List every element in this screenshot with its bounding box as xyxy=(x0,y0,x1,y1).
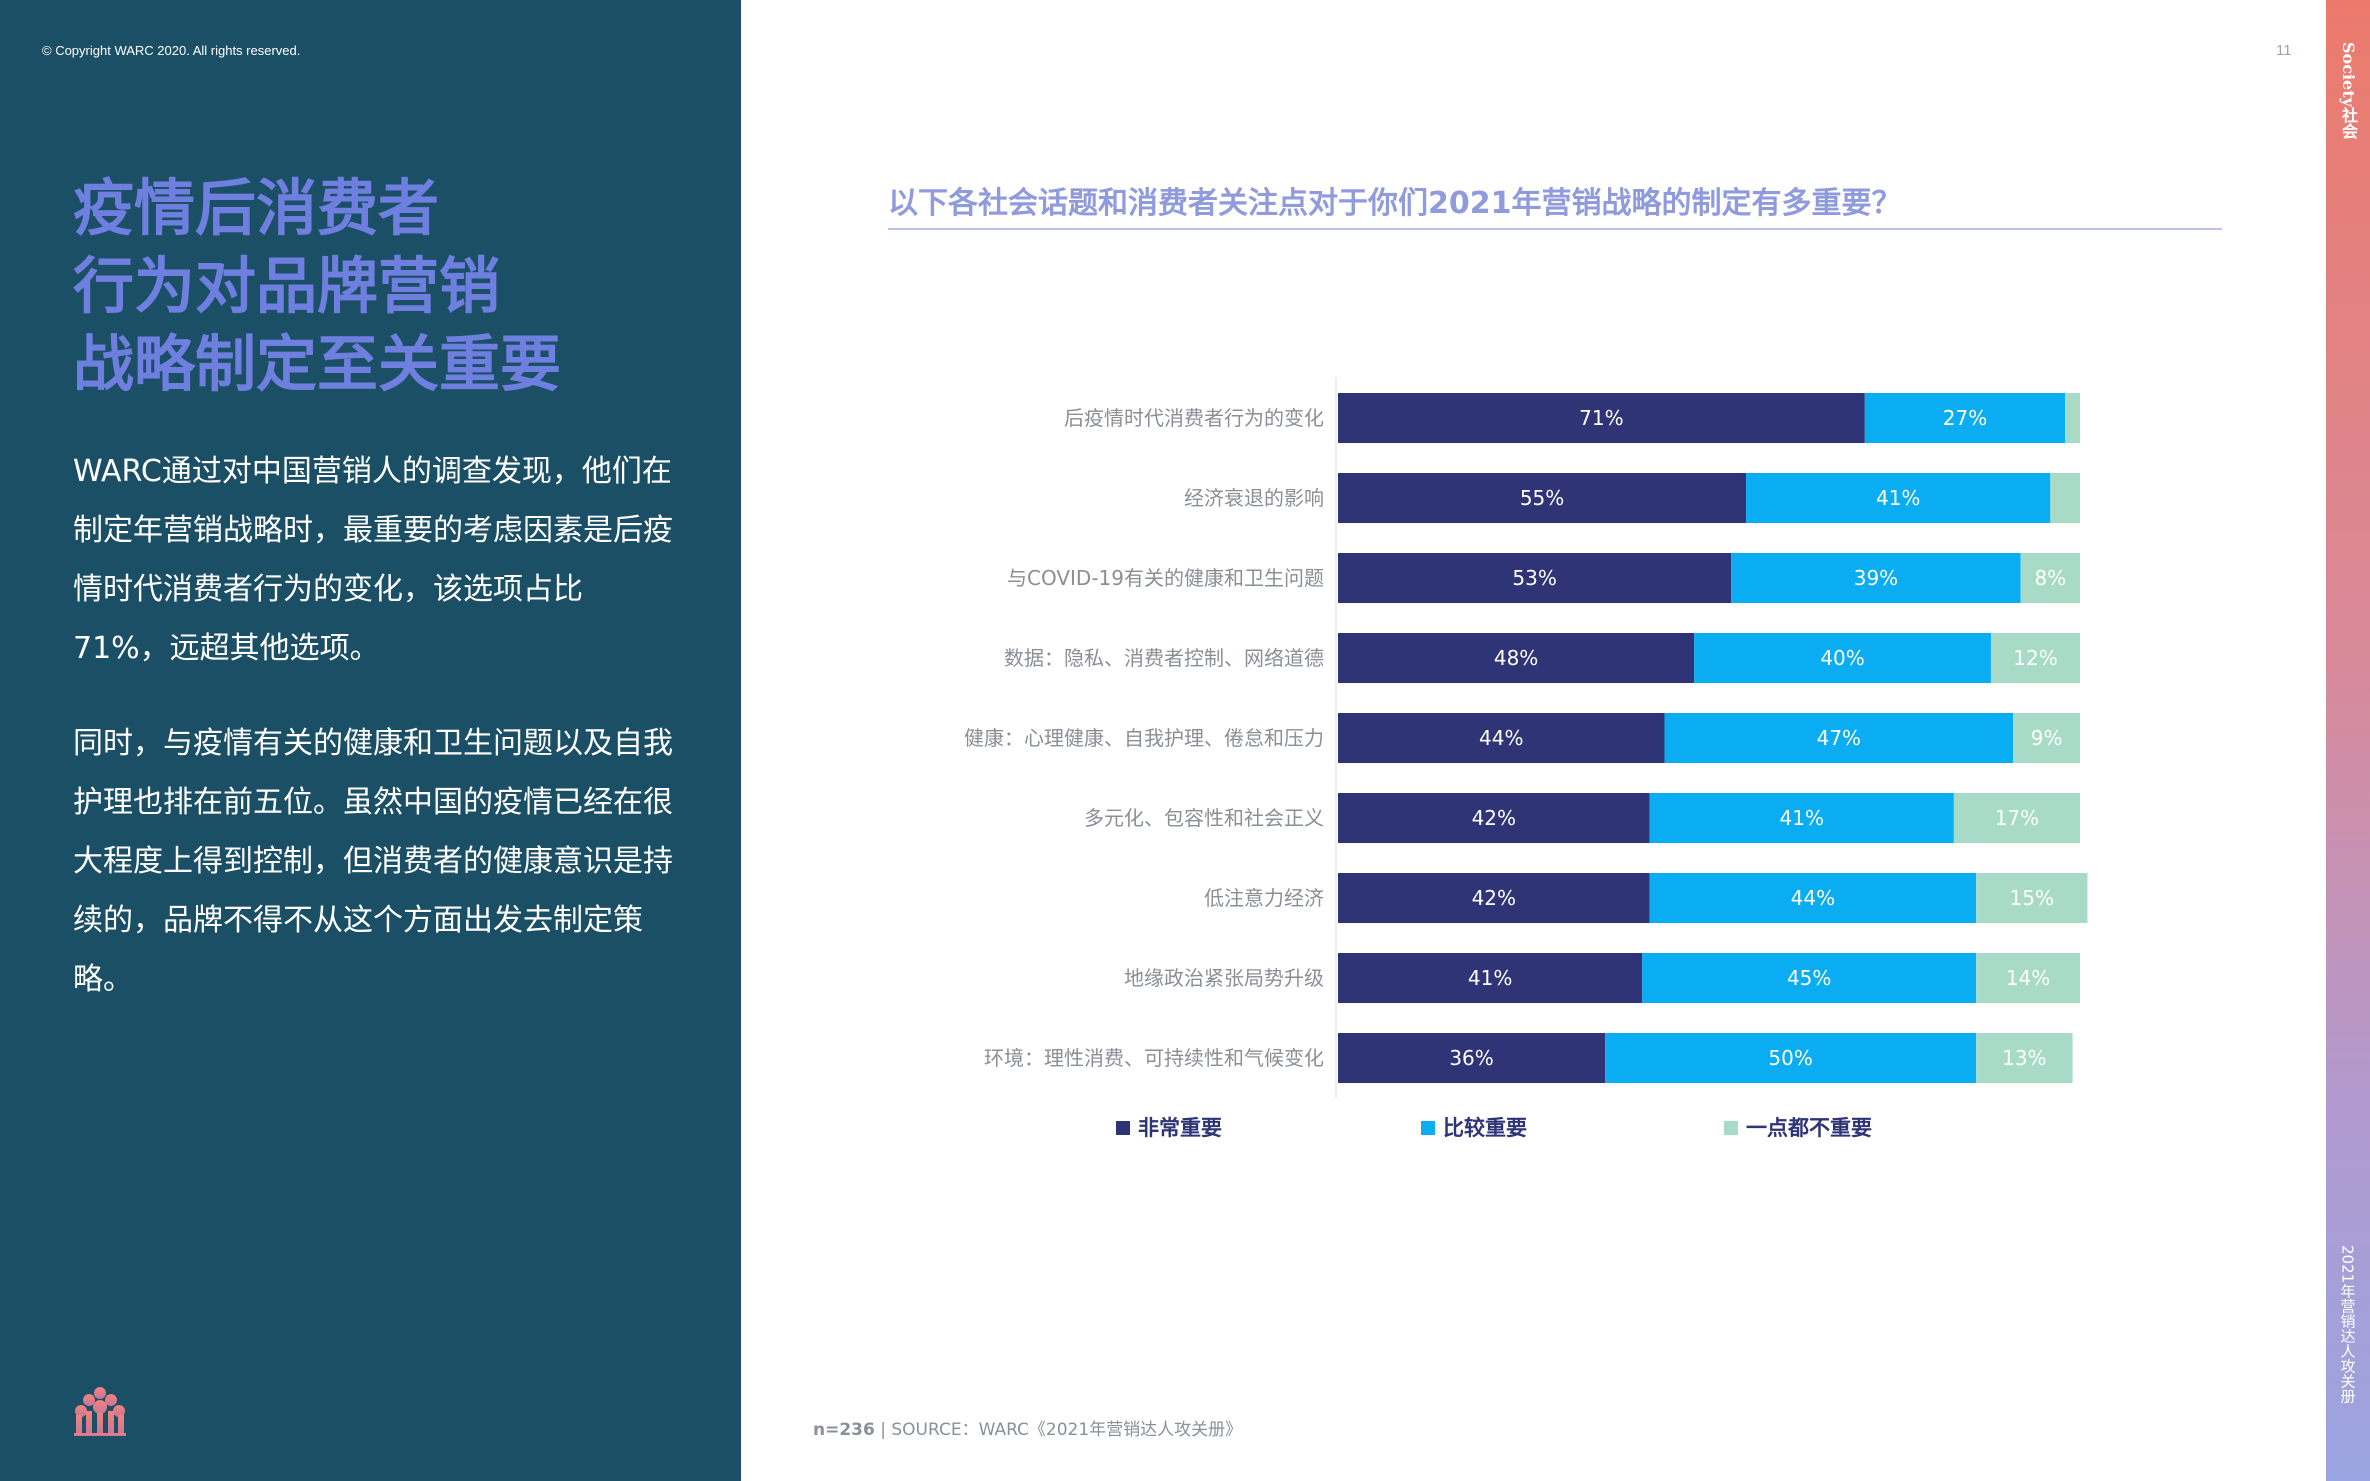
page-number: 11 xyxy=(2276,42,2292,59)
left-panel xyxy=(0,0,741,1481)
data-label: 39% xyxy=(1854,566,1898,590)
copyright-notice: © Copyright WARC 2020. All rights reserv… xyxy=(42,43,301,58)
data-label: 44% xyxy=(1479,726,1523,750)
data-label: 41% xyxy=(1780,806,1824,830)
data-label: 48% xyxy=(1494,646,1538,670)
bar-segment xyxy=(1338,633,1695,683)
bar-segment xyxy=(1338,393,1865,443)
bar-segment xyxy=(1976,873,2088,923)
source-footer: n=236 | SOURCE：WARC《2021年营销达人攻关册》 xyxy=(813,1415,1242,1440)
category-label: 数据：隐私、消费者控制、网络道德 xyxy=(1004,646,1324,670)
bar-segment xyxy=(1338,473,1747,523)
category-label: 与COVID-19有关的健康和卫生问题 xyxy=(1007,566,1324,590)
chart-title: 以下各社会话题和消费者关注点对于你们2021年营销战略的制定有多重要？ xyxy=(888,186,1902,221)
category-label: 地缘政治紧张局势升级 xyxy=(1124,966,1324,990)
bar-segment xyxy=(1746,473,2051,523)
data-label: 36% xyxy=(1449,1046,1493,1070)
headline: 疫情后消费者 行为对品牌营销 战略制定至关重要 xyxy=(73,170,713,404)
data-label: 15% xyxy=(2010,886,2054,910)
data-label: 71% xyxy=(1579,406,1623,430)
stacked-bar-chart: 后疫情时代消费者行为的变化 71% 27% 经济衰退的影响 55% 41% 与COVID-1… xyxy=(964,377,2088,1140)
bar-segment xyxy=(1605,1033,1977,1083)
bar-segment xyxy=(1731,553,2021,603)
side-bar xyxy=(2326,0,2370,1481)
category-label: 多元化、包容性和社会正义 xyxy=(1084,806,1324,830)
data-label: 13% xyxy=(2002,1046,2046,1070)
bar-segment xyxy=(1649,793,1954,843)
legend-label: 一点都不重要 xyxy=(1746,1116,1872,1140)
side-label-bottom: 2021年营销达人攻关册 xyxy=(2338,1245,2357,1404)
bar-segment xyxy=(1664,713,2014,763)
bar-segment xyxy=(1694,633,1991,683)
legend-swatch xyxy=(1724,1121,1738,1135)
legend-label: 比较重要 xyxy=(1443,1116,1527,1140)
side-label-top: Society社会 xyxy=(2339,42,2358,139)
data-label: 27% xyxy=(1943,406,1987,430)
bar-segment xyxy=(1990,633,2080,683)
data-label: 9% xyxy=(2031,726,2063,750)
data-label: 47% xyxy=(1817,726,1861,750)
data-label: 40% xyxy=(1820,646,1864,670)
data-label: 41% xyxy=(1876,486,1920,510)
bar-segment xyxy=(1976,1033,2073,1083)
bar-segment xyxy=(1864,393,2066,443)
data-label: 50% xyxy=(1768,1046,1812,1070)
data-label: 53% xyxy=(1512,566,1556,590)
legend-swatch xyxy=(1116,1121,1130,1135)
data-label: 12% xyxy=(2013,646,2057,670)
title-divider xyxy=(888,228,2222,230)
data-label: 55% xyxy=(1520,486,1564,510)
data-label: 44% xyxy=(1791,886,1835,910)
legend-swatch xyxy=(1421,1121,1435,1135)
body-paragraph-2: 同时，与疫情有关的健康和卫生问题以及自我护理也排在前五位。虽然中国的疫情已经在很… xyxy=(73,726,673,997)
bar-segment xyxy=(2013,713,2080,763)
bar-segment xyxy=(2065,393,2080,443)
bar-segment xyxy=(1976,953,2080,1003)
bar-segment xyxy=(1338,553,1732,603)
headline-line-1: 疫情后消费者 xyxy=(73,173,440,244)
data-label: 14% xyxy=(2006,966,2050,990)
bar-segment xyxy=(1338,1033,1606,1083)
category-label: 后疫情时代消费者行为的变化 xyxy=(1064,406,1324,430)
bar-segment xyxy=(1642,953,1977,1003)
data-label: 45% xyxy=(1787,966,1831,990)
tree-logo-icon xyxy=(74,1387,126,1436)
bar-segment xyxy=(1338,713,1665,763)
bar-segment xyxy=(1338,793,1650,843)
bar-segment xyxy=(1338,953,1643,1003)
category-label: 低注意力经济 xyxy=(1204,886,1324,910)
source-text: | SOURCE：WARC《2021年营销达人攻关册》 xyxy=(880,1420,1243,1440)
category-label: 健康：心理健康、自我护理、倦怠和压力 xyxy=(964,726,1324,750)
data-label: 42% xyxy=(1472,806,1516,830)
bar-segment xyxy=(1953,793,2080,843)
data-label: 41% xyxy=(1468,966,1512,990)
headline-line-2: 行为对品牌营销 xyxy=(73,251,501,322)
data-label: 42% xyxy=(1472,886,1516,910)
bar-segment xyxy=(2050,473,2080,523)
category-label: 环境：理性消费、可持续性和气候变化 xyxy=(984,1046,1324,1070)
body-paragraph-1: WARC通过对中国营销人的调查发现，他们在制定年营销战略时，最重要的考虑因素是后… xyxy=(73,454,673,666)
sample-size: n=236 xyxy=(813,1420,875,1440)
bar-segment xyxy=(2020,553,2080,603)
bar-segment xyxy=(1649,873,1977,923)
category-label: 经济衰退的影响 xyxy=(1184,486,1324,510)
bar-segment xyxy=(1338,873,1650,923)
legend-label: 非常重要 xyxy=(1138,1116,1222,1140)
headline-line-3: 战略制定至关重要 xyxy=(73,329,562,400)
data-label: 17% xyxy=(1995,806,2039,830)
data-label: 8% xyxy=(2034,566,2066,590)
